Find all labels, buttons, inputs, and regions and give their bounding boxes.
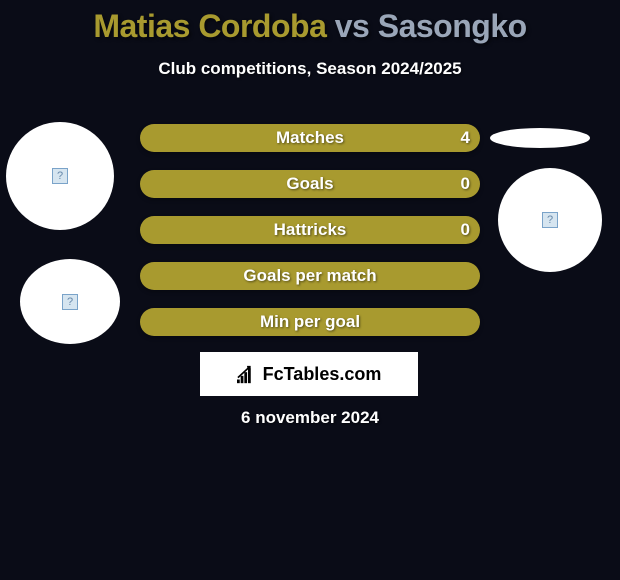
stat-value: 0 [461,174,470,194]
stat-row-goals-per-match: Goals per match [140,262,480,290]
date-text: 6 november 2024 [0,408,620,428]
decorative-ellipse [490,128,590,148]
stat-row-matches: Matches 4 [140,124,480,152]
stat-row-hattricks: Hattricks 0 [140,216,480,244]
title-player2: Sasongko [378,8,527,44]
player1-club-avatar: ? [20,259,120,344]
stat-label: Hattricks [140,220,480,240]
image-placeholder-icon: ? [62,294,78,310]
brand-text: FcTables.com [263,364,382,385]
stat-label: Goals [140,174,480,194]
image-placeholder-icon: ? [542,212,558,228]
title-vs: vs [335,8,370,44]
stat-row-goals: Goals 0 [140,170,480,198]
subtitle: Club competitions, Season 2024/2025 [0,59,620,79]
stat-value: 0 [461,220,470,240]
player1-avatar: ? [6,122,114,230]
fctables-logo-icon [237,364,259,384]
page-title: Matias Cordoba vs Sasongko [0,0,620,45]
stat-label: Min per goal [140,312,480,332]
stat-row-min-per-goal: Min per goal [140,308,480,336]
image-placeholder-icon: ? [52,168,68,184]
brand-box: FcTables.com [200,352,418,396]
stat-label: Goals per match [140,266,480,286]
stat-value: 4 [461,128,470,148]
player2-avatar: ? [498,168,602,272]
stats-container: Matches 4 Goals 0 Hattricks 0 Goals per … [140,124,480,354]
title-player1: Matias Cordoba [93,8,326,44]
stat-label: Matches [140,128,480,148]
